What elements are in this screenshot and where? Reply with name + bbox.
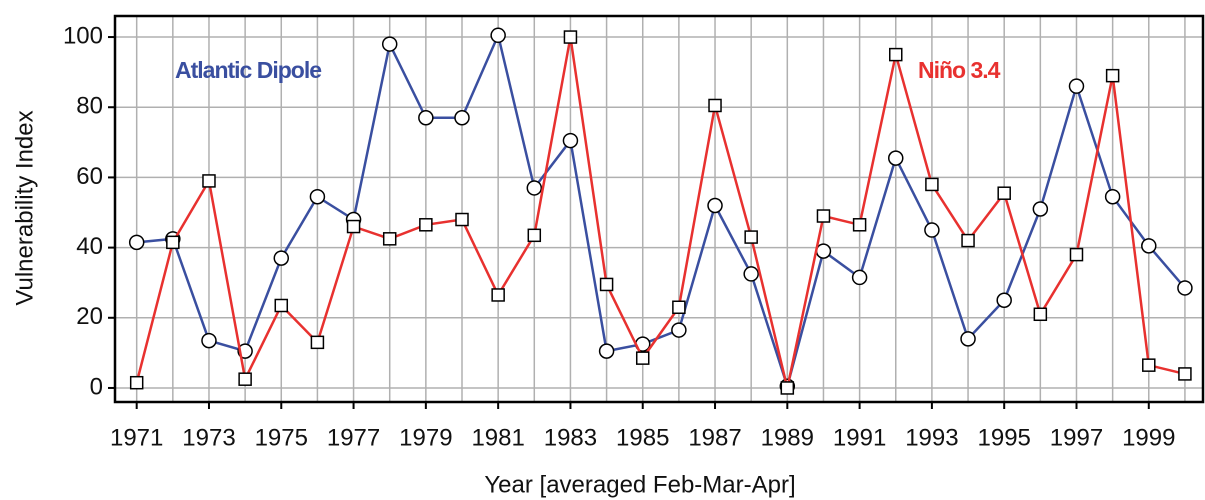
marker [273,250,290,266]
marker [128,234,145,251]
marker [852,218,867,232]
marker [672,300,686,315]
x-tick-label: 1991 [833,424,886,451]
marker [599,277,614,292]
y-tick-label: 60 [76,163,103,190]
marker [997,186,1011,200]
marker [851,269,868,286]
marker [1142,358,1156,372]
marker [418,110,434,126]
y-tick-label: 0 [90,373,103,400]
marker [960,331,976,347]
marker [1033,307,1048,322]
x-tick-label: 1975 [255,424,308,451]
legend-label: Atlantic Dipole [175,57,321,83]
marker [381,36,398,52]
marker [744,230,758,244]
x-tick-label: 1981 [471,424,524,451]
x-tick-label: 1971 [110,424,163,451]
x-tick-label: 1987 [688,424,741,451]
marker [743,266,759,282]
y-tick-label: 20 [76,303,103,330]
x-tick-label: 1989 [761,424,814,451]
marker [202,174,216,188]
marker [454,110,470,126]
marker [1178,367,1192,381]
marker [1177,280,1193,296]
marker [1105,68,1120,83]
marker [201,332,217,349]
marker [925,177,939,192]
marker [455,212,469,227]
marker [815,243,832,259]
plot-frame [113,14,1205,404]
marker [166,235,180,250]
x-tick-label: 1979 [399,424,452,451]
marker [671,322,687,338]
marker [309,188,326,205]
x-tick-label: 1973 [182,424,235,451]
x-tick-label: 1983 [544,424,597,451]
marker [346,219,361,234]
marker [310,335,325,350]
marker [888,150,904,166]
x-tick-label: 1977 [327,424,380,451]
marker [129,375,144,390]
x-tick-label: 1995 [978,424,1031,451]
marker [382,232,397,246]
x-tick-label: 1999 [1122,424,1175,451]
x-tick-label: 1985 [616,424,669,451]
marker [708,98,722,113]
marker [1069,247,1084,262]
marker [780,381,795,395]
marker [491,288,505,302]
marker [238,372,252,386]
x-tick-label: 1997 [1050,424,1103,451]
marker [1068,78,1085,94]
marker [526,180,543,196]
y-tick-label: 40 [76,233,103,260]
marker [1104,188,1121,205]
marker [889,47,903,62]
marker [527,228,542,243]
legend-label: Niño 3.4 [918,57,1001,83]
marker [1141,238,1157,254]
x-axis-label: Year [averaged Feb-Mar-Apr] [484,471,795,498]
marker [598,343,615,359]
marker [707,197,723,214]
marker [490,27,506,44]
marker [1032,201,1049,217]
marker [961,233,975,248]
y-tick-label: 100 [63,22,103,49]
line [135,36,1186,389]
line [136,31,1186,391]
marker [996,292,1012,308]
marker [563,30,578,44]
marker [562,132,579,149]
marker [816,209,831,223]
y-axis-label: Vulnerability Index [11,110,38,305]
marker [419,218,433,232]
marker [274,298,289,313]
y-tick-label: 80 [76,93,103,120]
marker [635,351,650,365]
marker [924,222,940,238]
x-tick-label: 1993 [905,424,958,451]
